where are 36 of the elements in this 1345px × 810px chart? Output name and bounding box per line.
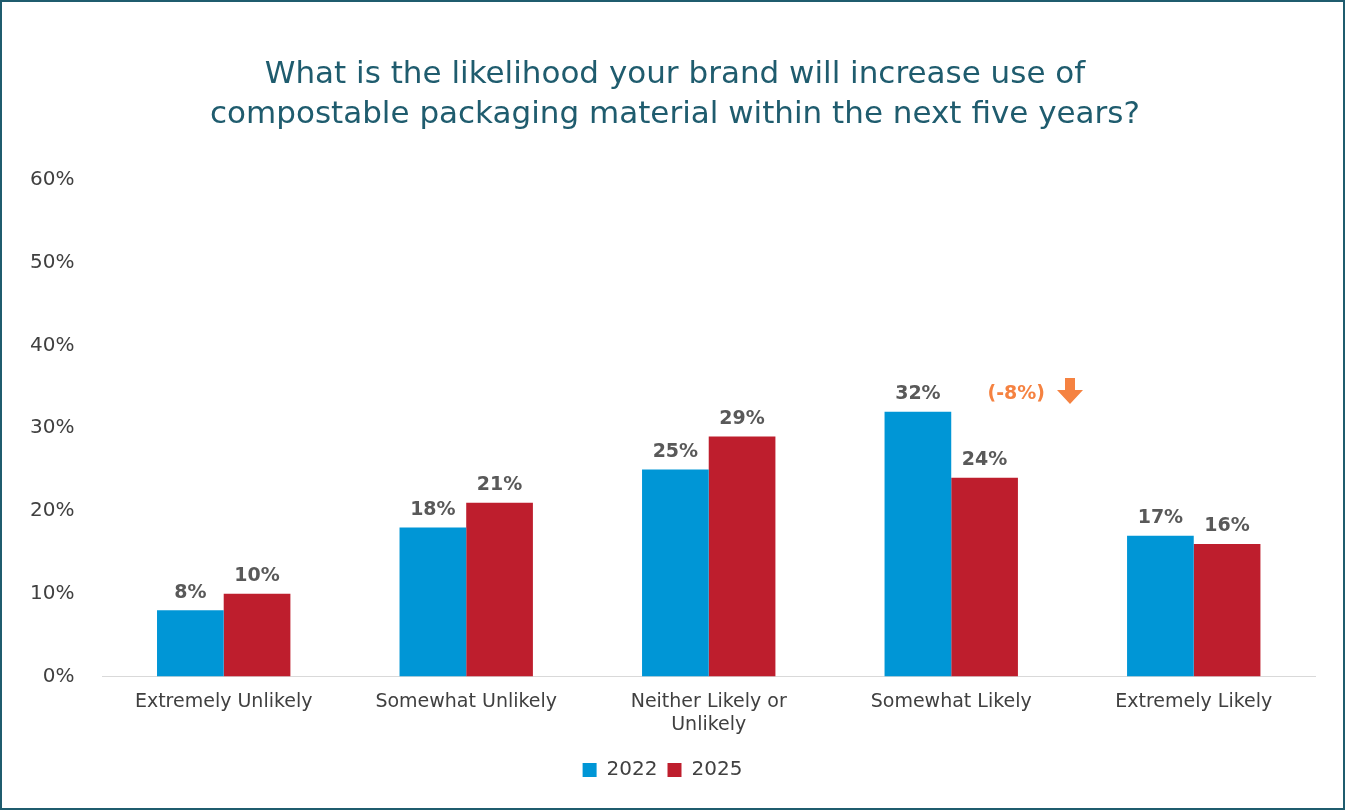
data-label: 24% [961,447,1008,470]
x-tick-label: Somewhat Unlikely [375,688,558,711]
y-tick-label: 50% [30,248,75,273]
y-tick-label: 30% [30,414,75,439]
x-tick-label: Extremely Likely [1115,688,1273,711]
bar [157,610,224,677]
y-tick-label: 10% [30,579,75,604]
data-label: 16% [1204,513,1250,536]
bar [399,527,467,677]
data-label: 17% [1137,505,1184,528]
bar [884,411,952,677]
bar [223,593,291,677]
x-tick-label: Neither Likely or Unlikely [630,688,787,734]
y-tick-label: 60% [30,166,75,191]
y-tick-label: 0% [42,662,75,687]
data-label: 32% [895,381,941,404]
data-label: 18% [410,496,456,519]
x-tick-label: Somewhat Likely [870,688,1032,711]
bar [466,502,533,677]
legend-label: 2025 [691,756,743,781]
data-label: 29% [719,405,765,428]
bar [708,436,776,677]
data-label: 21% [476,472,523,495]
legend-label: 2022 [606,756,658,781]
bar [951,477,1018,677]
y-tick-label: 40% [30,331,75,356]
bar [1127,535,1194,677]
chart-title: What is the likelihood your brand will increase use of compostable packaging material within the next five years? [209,53,1141,132]
data-label: 10% [234,563,280,586]
data-label: 25% [652,439,699,461]
data-label: 8% [174,579,207,602]
x-tick-label: Extremely Unlikely [134,688,313,711]
annotation: (-8%) [987,381,1045,404]
bar [642,469,709,677]
y-tick-label: 20% [30,497,75,522]
bar [1193,544,1261,677]
